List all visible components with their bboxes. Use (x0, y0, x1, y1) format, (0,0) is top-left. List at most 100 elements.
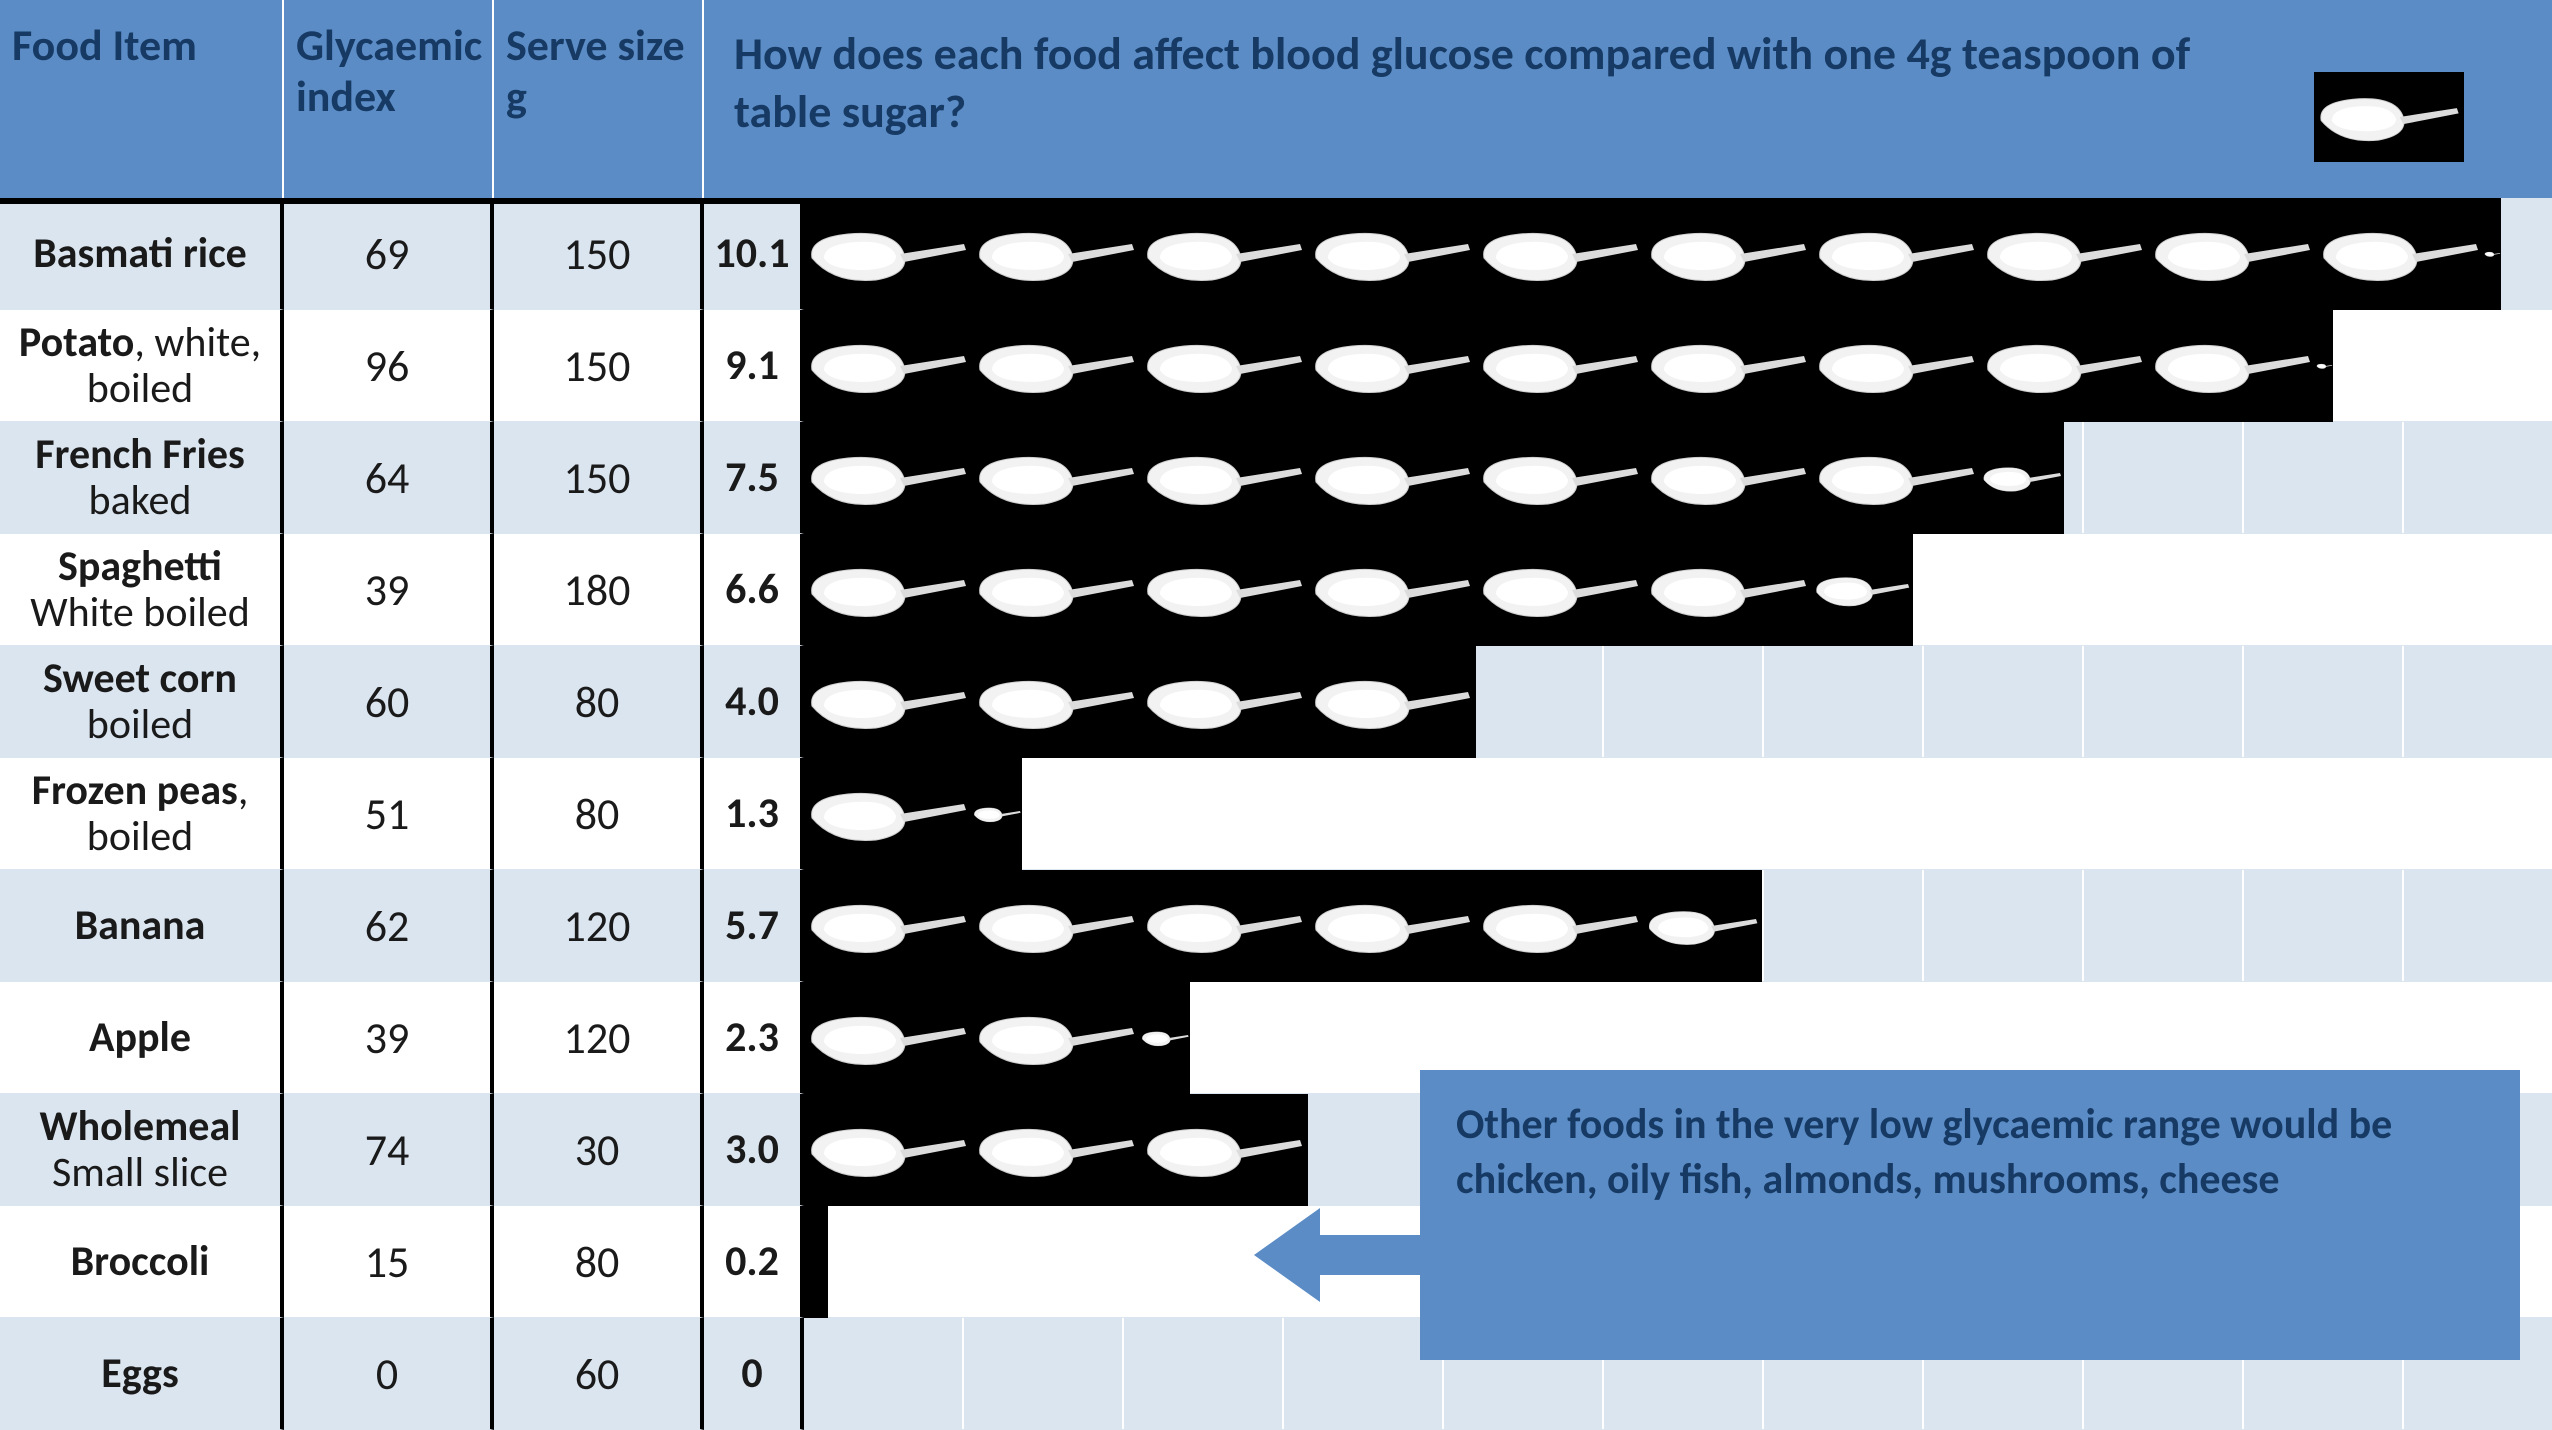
spoon-icon (1644, 198, 1812, 310)
spoon-icon (972, 198, 1140, 310)
teaspoons-cell: 0 (704, 1318, 804, 1430)
food-name-bold: Wholemeal (40, 1101, 241, 1152)
spoon-icon (1140, 534, 1308, 646)
teaspoons-cell: 9.1 (704, 310, 804, 422)
food-cell: Broccoli (0, 1206, 284, 1318)
teaspoons-cell: 5.7 (704, 870, 804, 982)
callout-box: Other foods in the very low glycaemic ra… (1420, 1070, 2520, 1360)
spoon-icon (1812, 422, 1980, 534)
teaspoons-cell: 6.6 (704, 534, 804, 646)
spoon-icon (804, 534, 972, 646)
spoon-icon (1308, 310, 1476, 422)
food-name-bold: Apple (89, 1012, 191, 1063)
gi-cell: 74 (284, 1094, 494, 1206)
spoon-icon (972, 534, 1140, 646)
teaspoons-cell: 1.3 (704, 758, 804, 870)
food-cell: Frozen peas, boiled (0, 758, 284, 870)
food-cell: Spaghetti White boiled (0, 534, 284, 646)
spoon-icon (1812, 310, 1980, 422)
food-name-bold: Frozen peas (32, 765, 238, 816)
gi-cell: 62 (284, 870, 494, 982)
spoon-icon (972, 982, 1140, 1094)
spoon-icon (804, 646, 972, 758)
spoon-icon (804, 422, 972, 534)
gi-cell: 96 (284, 310, 494, 422)
food-cell: Sweet corn boiled (0, 646, 284, 758)
gi-cell: 0 (284, 1318, 494, 1430)
spoon-icon (1644, 870, 1762, 982)
serve-cell: 80 (494, 758, 704, 870)
spoon-row (804, 758, 2552, 870)
spoon-icon (1140, 982, 1190, 1094)
serve-cell: 60 (494, 1318, 704, 1430)
spoon-row (804, 534, 2552, 646)
col-header-gi: Glycaemic index (284, 0, 494, 198)
spoon-icon (1476, 534, 1644, 646)
spoon-icon (1140, 1094, 1308, 1206)
gi-cell: 39 (284, 534, 494, 646)
spoon-icon (1140, 646, 1308, 758)
spoon-icon (804, 1094, 972, 1206)
food-cell: French Fries baked (0, 422, 284, 534)
food-name-bold: Eggs (101, 1348, 178, 1399)
spoon-icon (1476, 198, 1644, 310)
spoon-icon (1812, 198, 1980, 310)
food-name-bold: Spaghetti (58, 541, 222, 592)
serve-cell: 80 (494, 1206, 704, 1318)
spoon-icon (2148, 198, 2316, 310)
spoon-icon (1308, 422, 1476, 534)
spoon-row (804, 646, 2552, 758)
gi-cell: 15 (284, 1206, 494, 1318)
food-name-bold: Potato (19, 317, 134, 368)
spoon-row (804, 198, 2552, 310)
food-name-bold: Broccoli (71, 1236, 210, 1287)
food-cell: Banana (0, 870, 284, 982)
spoon-row (804, 870, 2552, 982)
spoon-icon (1812, 534, 1913, 646)
header-rule (0, 198, 806, 204)
teaspoons-cell: 4.0 (704, 646, 804, 758)
spoon-icon (804, 982, 972, 1094)
serve-cell: 120 (494, 870, 704, 982)
callout-arrow-icon (1250, 1200, 1440, 1310)
gi-cell: 60 (284, 646, 494, 758)
spoon-icon (1644, 422, 1812, 534)
serve-cell: 150 (494, 310, 704, 422)
spoon-icon (1980, 310, 2148, 422)
teaspoons-cell: 0.2 (704, 1206, 804, 1318)
teaspoons-cell: 10.1 (704, 198, 804, 310)
spoon-icon (972, 646, 1140, 758)
spoon-icon (804, 310, 972, 422)
food-cell: Wholemeal Small slice (0, 1094, 284, 1206)
food-name-reg: boiled (87, 699, 193, 750)
food-name-bold: Sweet corn (43, 653, 237, 704)
spoon-icon (2148, 310, 2316, 422)
teaspoons-cell: 2.3 (704, 982, 804, 1094)
food-name-reg: baked (89, 475, 192, 526)
spoon-icon (1140, 422, 1308, 534)
spoon-icon (1476, 310, 1644, 422)
gi-cell: 39 (284, 982, 494, 1094)
food-name-bold: Basmati rice (33, 228, 247, 279)
question-text: How does each food affect blood glucose … (734, 26, 2294, 141)
spoon-icon (1308, 534, 1476, 646)
food-cell: Basmati rice (0, 198, 284, 310)
spoon-icon (2316, 310, 2333, 422)
gi-cell: 64 (284, 422, 494, 534)
spoon-icon (804, 758, 972, 870)
food-cell: Potato, white, boiled (0, 310, 284, 422)
spoon-icon (2316, 198, 2484, 310)
spoon-icon (1644, 534, 1812, 646)
spoon-icon (972, 1094, 1140, 1206)
spoon-icon (972, 758, 1022, 870)
gi-cell: 51 (284, 758, 494, 870)
spoon-icon (1980, 198, 2148, 310)
serve-cell: 120 (494, 982, 704, 1094)
spoon-icon (1140, 870, 1308, 982)
food-name-bold: French Fries (35, 429, 244, 480)
serve-cell: 80 (494, 646, 704, 758)
spoon-icon (1140, 310, 1308, 422)
col-header-serve: Serve size g (494, 0, 704, 198)
serve-cell: 180 (494, 534, 704, 646)
spoon-icon (1308, 198, 1476, 310)
